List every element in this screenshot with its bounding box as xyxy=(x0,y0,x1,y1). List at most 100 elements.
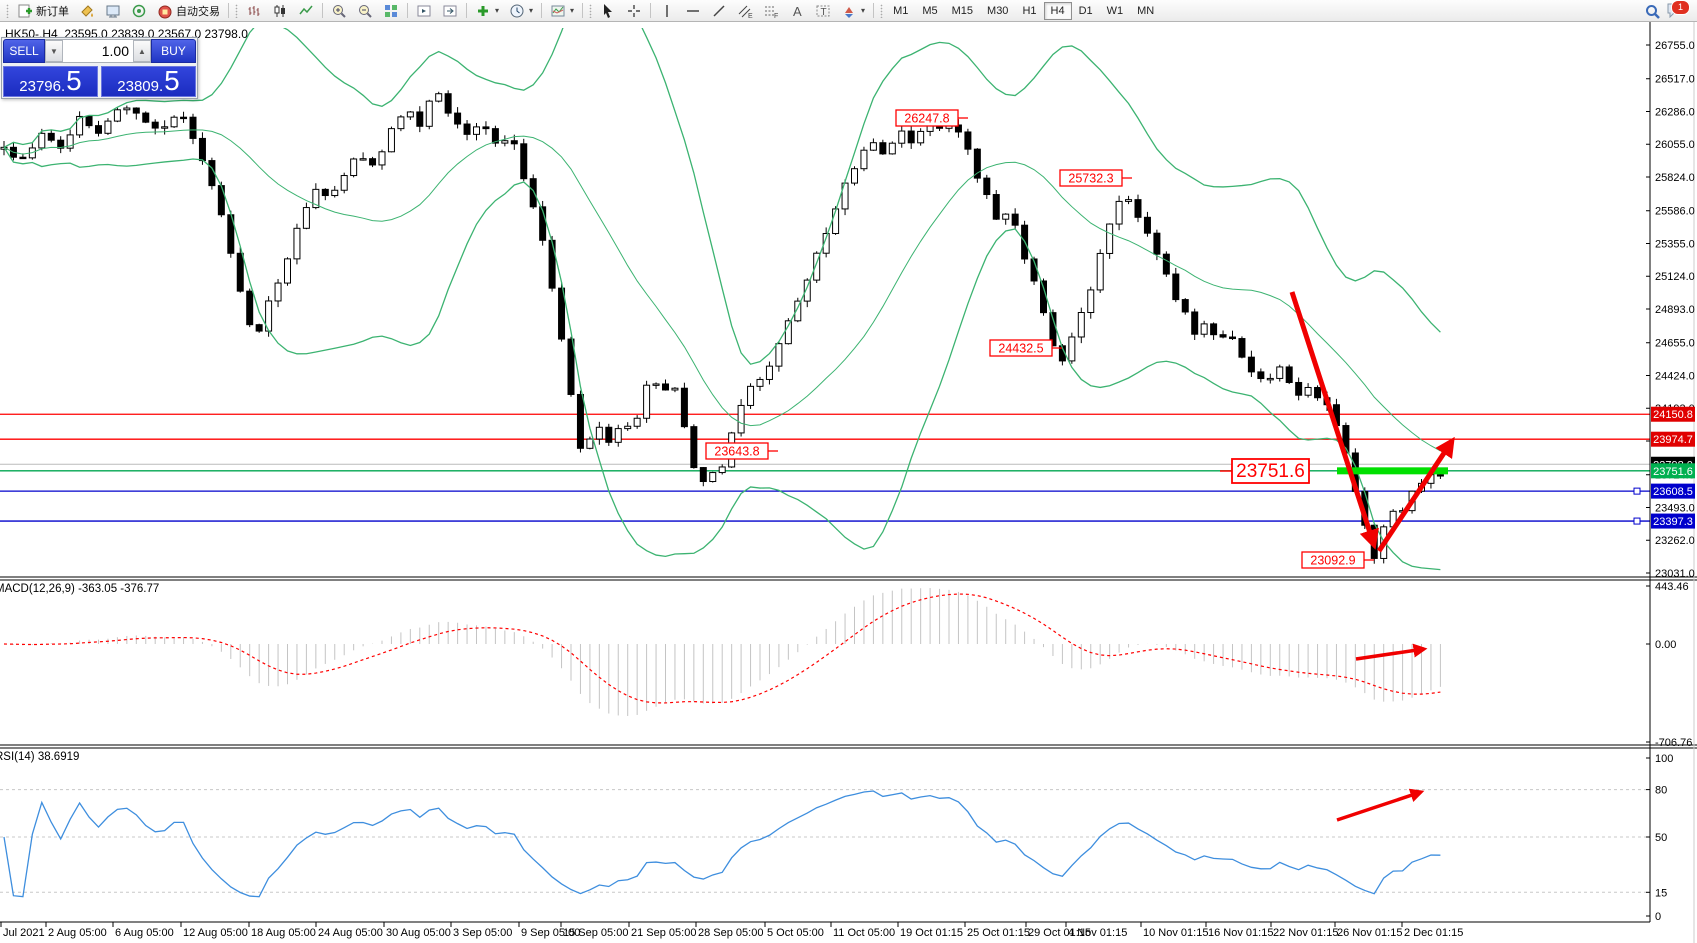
tile-windows-icon xyxy=(383,3,399,19)
auto-scroll-icon xyxy=(416,3,432,19)
candle-body xyxy=(435,93,443,102)
bollinger-upper-band xyxy=(3,28,1441,365)
chart-shift-button[interactable] xyxy=(437,1,463,20)
arrows-tool-button[interactable]: ▾ xyxy=(836,1,870,20)
candle-body xyxy=(1247,356,1255,373)
candle-body xyxy=(595,426,603,440)
volume-decrease-button[interactable]: ▼ xyxy=(45,40,63,62)
styles-bucket-button[interactable] xyxy=(74,1,100,20)
zoom-out-button[interactable] xyxy=(352,1,378,20)
timeframe-button-w1[interactable]: W1 xyxy=(1100,2,1131,20)
bar-chart-button[interactable] xyxy=(241,1,267,20)
candle-body xyxy=(1181,299,1189,313)
market-watch-button[interactable] xyxy=(100,1,126,20)
trend-arrow[interactable] xyxy=(1289,291,1379,550)
line-handle[interactable] xyxy=(1633,487,1641,495)
sell-price-display[interactable]: 23796. 5 xyxy=(3,66,98,97)
volume-increase-button[interactable]: ▲ xyxy=(133,40,151,62)
chevron-down-icon: ▾ xyxy=(570,6,575,15)
fibonacci-tool-button[interactable]: F xyxy=(758,1,784,20)
chevron-down-icon: ▾ xyxy=(529,6,534,15)
trend-arrow[interactable] xyxy=(1355,643,1428,661)
toolbar-grip[interactable] xyxy=(6,3,9,18)
macd-tick-label: 443.46 xyxy=(1655,581,1689,593)
candle-body xyxy=(482,126,490,130)
trendline-tool-button[interactable] xyxy=(706,1,732,20)
search-icon[interactable] xyxy=(1644,3,1660,19)
trend-arrows[interactable] xyxy=(1289,291,1455,822)
timeframe-button-mn[interactable]: MN xyxy=(1130,2,1161,20)
cursor-tool-button[interactable] xyxy=(595,1,621,20)
horizontal-line-tool-button[interactable] xyxy=(680,1,706,20)
time-tick-label: 25 Oct 01:15 xyxy=(967,927,1030,939)
support-highlight-bar[interactable] xyxy=(1337,467,1448,475)
toolbar-grip[interactable] xyxy=(880,3,884,18)
line-handle[interactable] xyxy=(1633,517,1641,525)
one-click-trading-panel: SELL ▼ ▲ BUY 23796.5 23809.5 xyxy=(1,37,198,99)
channel-tool-button[interactable]: E xyxy=(732,1,758,20)
toolbar-grip[interactable] xyxy=(235,3,238,18)
zoom-in-button[interactable] xyxy=(326,1,352,20)
template-button[interactable]: ▾ xyxy=(545,1,579,20)
main-toolbar: 新订单 自动交易 ▾ ▾ ▾ E F A T ▾ M1 M5 M15 M30 H1 H4 D… xyxy=(0,0,1697,22)
period-button[interactable]: ▾ xyxy=(504,1,538,20)
price-tags[interactable]: 26247.8 25732.3 24432.5 23643.8 23092.9 xyxy=(705,109,1374,569)
auto-scroll-button[interactable] xyxy=(411,1,437,20)
candle-body xyxy=(302,207,310,229)
candle-body xyxy=(775,343,783,367)
buy-price-display[interactable]: 23809. 5 xyxy=(101,66,196,97)
price-tag-label: 23092.9 xyxy=(1310,554,1355,568)
candle-body xyxy=(132,107,140,114)
line-chart-button[interactable] xyxy=(293,1,319,20)
candle-body xyxy=(1295,381,1303,396)
template-icon xyxy=(550,3,566,19)
vertical-line-tool-button[interactable] xyxy=(654,1,680,20)
crosshair-tool-button[interactable] xyxy=(621,1,647,20)
candle-body xyxy=(614,428,622,443)
candle-body xyxy=(1153,232,1161,255)
toolbar-grip[interactable] xyxy=(589,3,593,18)
volume-input[interactable] xyxy=(63,40,133,62)
price-tick-label: 25824.0 xyxy=(1655,172,1695,184)
svg-text:F: F xyxy=(774,13,778,19)
tile-windows-button[interactable] xyxy=(378,1,404,20)
candle-body xyxy=(1191,311,1199,335)
timeframe-button-m5[interactable]: M5 xyxy=(915,2,944,20)
sell-button[interactable]: SELL xyxy=(3,39,45,63)
auto-trading-button[interactable]: 自动交易 xyxy=(152,1,225,20)
timeframe-button-m30[interactable]: M30 xyxy=(980,2,1015,20)
toolbar-separator xyxy=(407,3,408,18)
toolbar-separator xyxy=(582,3,584,18)
signals-button[interactable] xyxy=(126,1,152,20)
candle-body xyxy=(765,365,773,380)
candle-body xyxy=(1106,223,1114,254)
candle-body xyxy=(784,320,792,345)
candle-body xyxy=(605,426,613,443)
price-axis: 26755.0 26517.0 26286.0 26055.0 25824.0 25586… xyxy=(1646,40,1695,580)
text-label-tool-button[interactable]: T xyxy=(810,1,836,20)
trend-arrow[interactable] xyxy=(1376,436,1455,553)
new-order-button[interactable]: 新订单 xyxy=(12,1,74,20)
auto-trading-icon xyxy=(157,3,173,19)
candlestick-chart-button[interactable] xyxy=(267,1,293,20)
timeframe-button-h4[interactable]: H4 xyxy=(1043,1,1072,20)
toolbar-separator xyxy=(466,3,467,18)
timeframe-button-m1[interactable]: M1 xyxy=(886,2,915,20)
timeframe-button-m15[interactable]: M15 xyxy=(945,2,980,20)
timeframe-button-h1[interactable]: H1 xyxy=(1015,2,1043,20)
macd-tick-label: 0.00 xyxy=(1655,639,1676,651)
trend-arrow[interactable] xyxy=(1336,788,1425,822)
time-tick-label: 2 Dec 01:15 xyxy=(1404,927,1463,939)
timeframe-button-d1[interactable]: D1 xyxy=(1072,2,1100,20)
axis-price-label-box xyxy=(1651,431,1695,447)
text-tool-button[interactable]: A xyxy=(784,1,810,20)
add-indicator-button[interactable]: ▾ xyxy=(470,1,504,20)
fibonacci-icon: F xyxy=(763,3,779,19)
bollinger-middle-band xyxy=(3,129,1441,452)
candle-body xyxy=(378,151,386,166)
key-level-label[interactable]: 23751.6 xyxy=(1220,458,1310,484)
buy-button[interactable]: BUY xyxy=(151,39,196,63)
notifications-button[interactable]: 1 xyxy=(1666,0,1690,20)
time-tick-label: 10 Nov 01:15 xyxy=(1143,927,1208,939)
